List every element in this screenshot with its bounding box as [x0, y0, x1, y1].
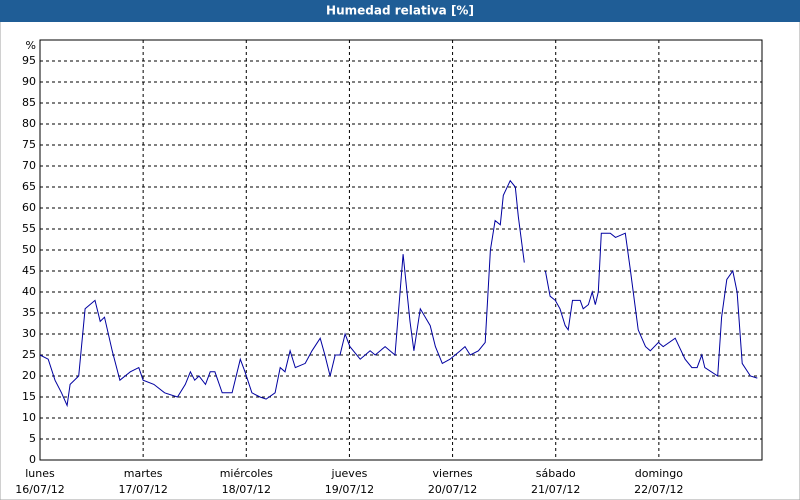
x-tick-label: 19/07/12 [325, 483, 374, 496]
x-tick-label: miércoles [220, 467, 273, 480]
y-tick-label: 75 [22, 138, 36, 151]
x-tick-label: 18/07/12 [222, 483, 271, 496]
y-tick-label: 50 [22, 243, 36, 256]
y-tick-label: 55 [22, 222, 36, 235]
y-tick-label: 45 [22, 264, 36, 277]
chart-title: Humedad relativa [%] [326, 4, 474, 18]
x-tick-label: 21/07/12 [531, 483, 580, 496]
y-tick-label: 30 [22, 327, 36, 340]
y-tick-label: 95 [22, 54, 36, 67]
x-tick-label: martes [124, 467, 163, 480]
y-tick-label: 35 [22, 306, 36, 319]
y-tick-label: 20 [22, 369, 36, 382]
y-tick-label: 25 [22, 348, 36, 361]
y-tick-label: 65 [22, 180, 36, 193]
x-tick-label: 22/07/12 [634, 483, 683, 496]
y-tick-label: 15 [22, 390, 36, 403]
x-tick-label: jueves [331, 467, 368, 480]
y-tick-label: 60 [22, 201, 36, 214]
y-tick-label: 85 [22, 96, 36, 109]
y-tick-label: 90 [22, 75, 36, 88]
y-tick-label: 10 [22, 411, 36, 424]
y-axis-label: % [26, 39, 36, 52]
title-bar [0, 0, 800, 22]
y-tick-label: 5 [29, 432, 36, 445]
y-tick-label: 40 [22, 285, 36, 298]
x-tick-label: 16/07/12 [15, 483, 64, 496]
x-tick-label: viernes [433, 467, 473, 480]
y-tick-label: 70 [22, 159, 36, 172]
y-tick-label: 0 [29, 453, 36, 466]
data-line [39, 179, 758, 408]
x-tick-label: 17/07/12 [118, 483, 167, 496]
x-tick-label: 20/07/12 [428, 483, 477, 496]
x-tick-label: sábado [536, 467, 576, 480]
y-tick-label: 80 [22, 117, 36, 130]
x-tick-label: domingo [635, 467, 683, 480]
x-tick-label: lunes [25, 467, 55, 480]
